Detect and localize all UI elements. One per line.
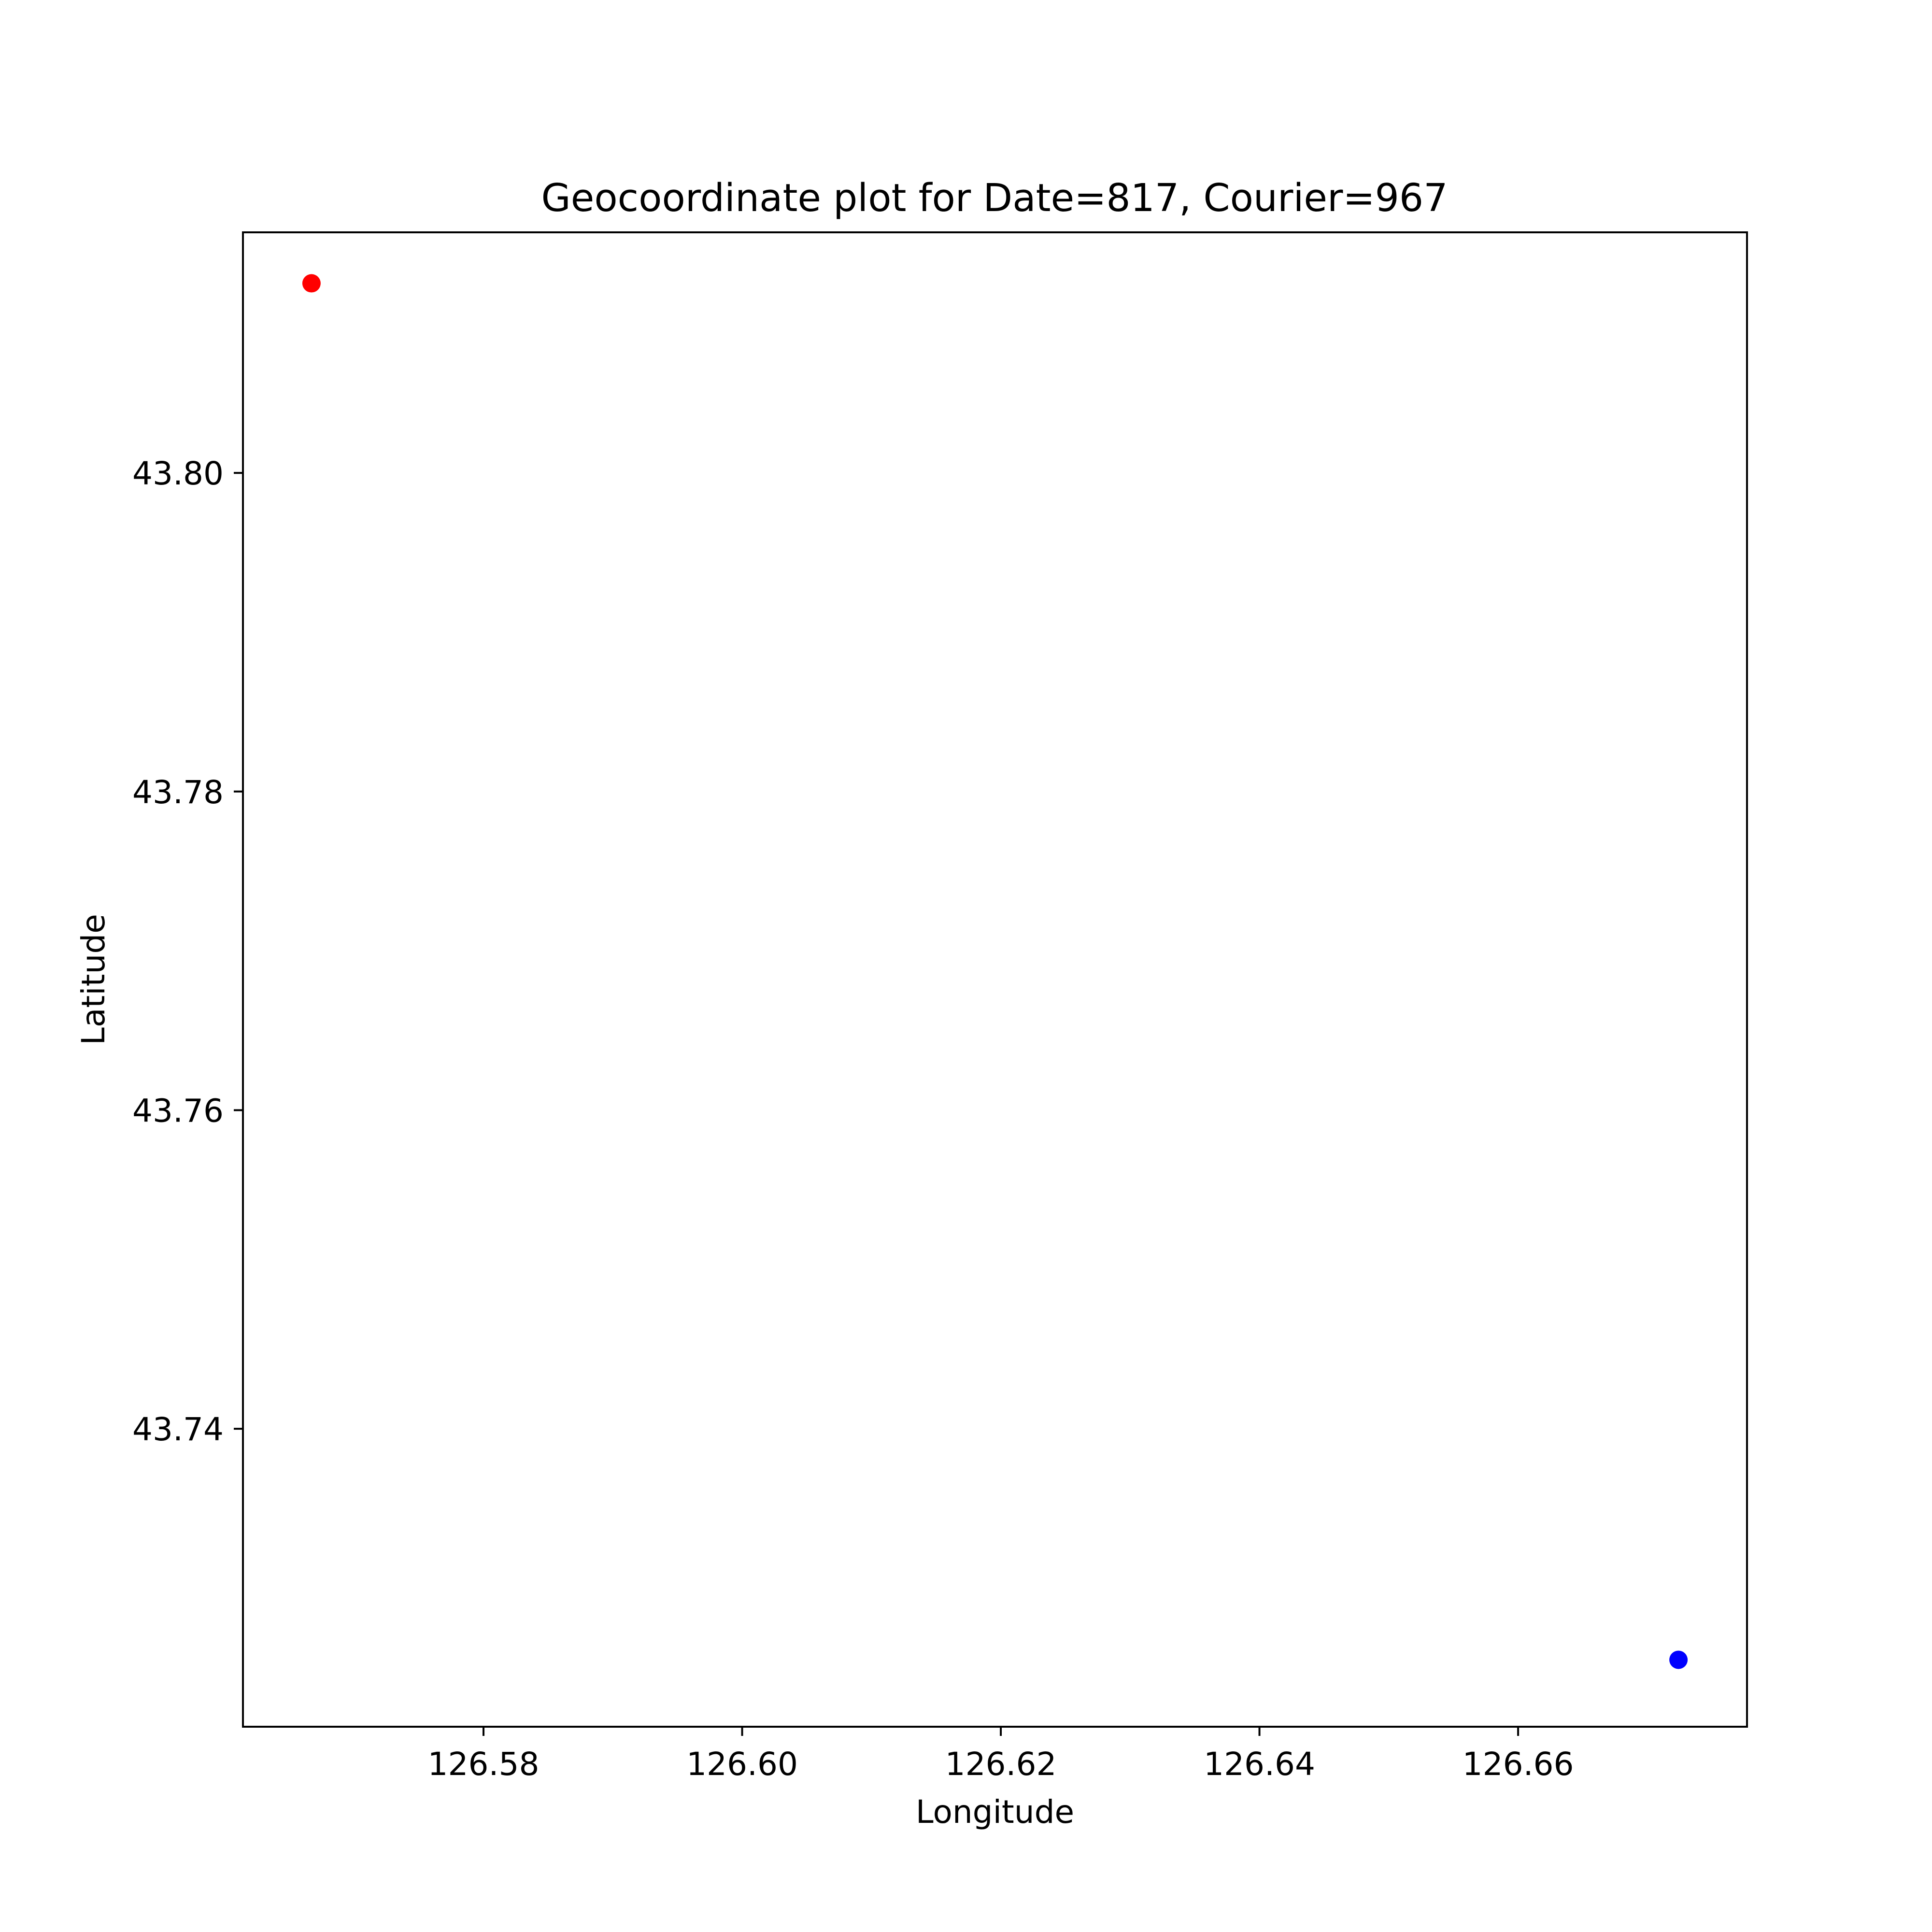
- y-tick-label: 43.76: [132, 1092, 224, 1129]
- x-tick-label: 126.64: [1204, 1746, 1315, 1783]
- x-tick-label: 126.58: [428, 1746, 540, 1783]
- x-tick-label: 126.66: [1463, 1746, 1574, 1783]
- ticks-layer: 126.58 126.60 126.62 126.64 126.66 43.74 43.76…: [132, 455, 1574, 1783]
- scatter-point: [302, 274, 321, 293]
- plot-frame: [242, 231, 1748, 1728]
- scatter-point: [1669, 1650, 1688, 1669]
- x-tick-label: 126.60: [686, 1746, 798, 1783]
- y-axis-label: Latitude: [75, 914, 112, 1045]
- x-tick-label: 126.62: [945, 1746, 1057, 1783]
- y-tick-label: 43.74: [132, 1411, 224, 1448]
- y-tick-label: 43.80: [132, 455, 224, 492]
- chart-title: Geocoordinate plot for Date=817, Courier…: [541, 176, 1448, 220]
- y-tick-label: 43.78: [132, 774, 224, 811]
- points-layer: [302, 274, 1688, 1669]
- x-axis-label: Longitude: [916, 1793, 1074, 1831]
